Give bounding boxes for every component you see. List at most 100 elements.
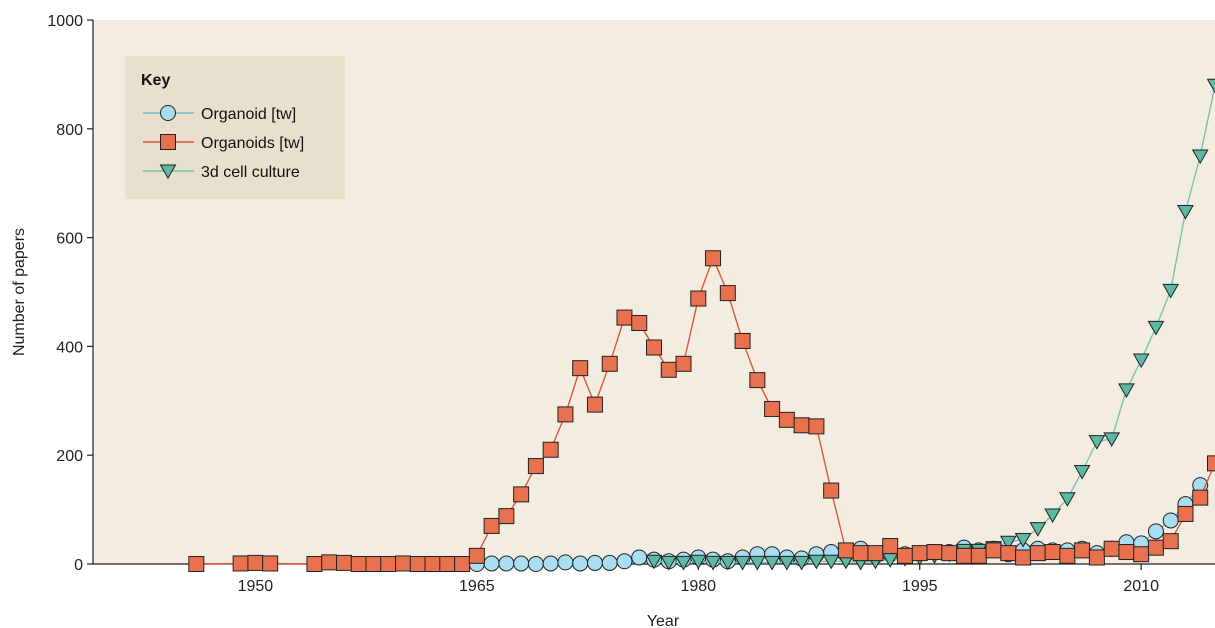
y-axis-title: Number of papers bbox=[11, 228, 28, 356]
data-point bbox=[454, 556, 471, 572]
data-point bbox=[631, 315, 648, 332]
data-point bbox=[999, 535, 1017, 551]
data-point bbox=[689, 554, 707, 570]
data-point bbox=[1103, 432, 1121, 448]
data-point bbox=[616, 309, 633, 326]
data-point bbox=[719, 285, 736, 302]
x-tick-label: 1995 bbox=[902, 578, 938, 595]
legend-marker bbox=[159, 164, 177, 180]
data-point bbox=[572, 360, 589, 377]
data-point bbox=[734, 332, 751, 349]
data-point bbox=[527, 458, 544, 475]
data-point bbox=[985, 542, 1002, 559]
data-point bbox=[660, 361, 677, 378]
data-point bbox=[1133, 546, 1150, 563]
data-point bbox=[1103, 540, 1120, 557]
data-point bbox=[852, 545, 869, 562]
data-point bbox=[1015, 549, 1032, 566]
data-point bbox=[1118, 383, 1135, 399]
data-point bbox=[1073, 465, 1091, 480]
data-point bbox=[424, 556, 441, 572]
data-point bbox=[1206, 78, 1215, 94]
data-point bbox=[572, 555, 589, 572]
x-tick-label: 1980 bbox=[680, 578, 716, 595]
legend-label: Organoid [tw] bbox=[201, 106, 296, 123]
data-point bbox=[690, 290, 707, 307]
data-point bbox=[1088, 549, 1105, 566]
data-point bbox=[1029, 522, 1047, 537]
data-point bbox=[498, 555, 515, 572]
data-point bbox=[1044, 544, 1061, 561]
data-point bbox=[1192, 489, 1209, 506]
data-point bbox=[321, 554, 338, 571]
data-point bbox=[409, 556, 426, 572]
data-point bbox=[616, 553, 633, 570]
data-point bbox=[586, 554, 603, 571]
data-point bbox=[1059, 547, 1076, 564]
data-point bbox=[837, 542, 854, 559]
series-square bbox=[188, 250, 1215, 572]
y-tick-label: 1000 bbox=[47, 13, 83, 30]
data-point bbox=[823, 482, 840, 499]
data-point bbox=[365, 556, 382, 572]
data-point bbox=[763, 555, 781, 571]
data-point bbox=[1162, 512, 1179, 529]
data-point bbox=[1177, 204, 1194, 220]
data-point bbox=[970, 547, 987, 564]
data-point bbox=[822, 554, 840, 570]
data-point bbox=[719, 555, 737, 571]
data-point bbox=[306, 556, 323, 572]
data-point bbox=[483, 517, 500, 534]
data-point bbox=[1147, 320, 1165, 336]
data-point bbox=[601, 554, 618, 571]
data-point bbox=[513, 555, 530, 572]
data-point bbox=[808, 554, 825, 570]
data-point bbox=[483, 555, 500, 572]
legend-label: 3d cell culture bbox=[201, 164, 300, 181]
data-point bbox=[513, 486, 530, 503]
data-point bbox=[527, 556, 544, 572]
data-point bbox=[1191, 149, 1209, 165]
data-point bbox=[1029, 545, 1046, 562]
data-point bbox=[335, 554, 352, 571]
legend-box bbox=[125, 56, 345, 199]
y-tick-label: 0 bbox=[74, 557, 83, 574]
data-point bbox=[1074, 542, 1091, 559]
data-point bbox=[1177, 505, 1194, 522]
data-point bbox=[262, 555, 279, 572]
data-point bbox=[705, 250, 722, 267]
data-point bbox=[882, 538, 899, 555]
data-point bbox=[926, 544, 943, 561]
data-point bbox=[631, 549, 648, 566]
data-point bbox=[660, 555, 678, 571]
data-point bbox=[675, 355, 692, 372]
data-point bbox=[896, 547, 913, 564]
legend-marker bbox=[160, 134, 176, 150]
data-point bbox=[188, 556, 205, 572]
data-point bbox=[808, 418, 825, 435]
data-point bbox=[542, 555, 559, 572]
data-point bbox=[542, 441, 559, 458]
data-point bbox=[645, 554, 663, 570]
data-point bbox=[395, 555, 412, 572]
legend: Key Organoid [tw] Organoids [tw] 3d cell c… bbox=[125, 56, 345, 199]
data-point bbox=[1132, 353, 1150, 369]
data-point bbox=[557, 406, 574, 423]
data-point bbox=[1044, 508, 1061, 524]
data-point bbox=[867, 545, 884, 562]
data-point bbox=[675, 555, 692, 571]
data-point bbox=[749, 372, 766, 389]
data-point bbox=[1088, 435, 1106, 450]
data-point bbox=[247, 554, 264, 571]
data-point bbox=[1014, 533, 1032, 548]
data-point bbox=[1147, 523, 1164, 540]
data-point bbox=[586, 396, 603, 413]
y-tick-label: 200 bbox=[56, 448, 83, 465]
data-point bbox=[468, 547, 485, 564]
legend-label: Organoids [tw] bbox=[201, 135, 304, 152]
data-point bbox=[1147, 539, 1164, 556]
data-point bbox=[601, 355, 618, 372]
y-tick-label: 400 bbox=[56, 339, 83, 356]
data-point bbox=[778, 411, 795, 428]
